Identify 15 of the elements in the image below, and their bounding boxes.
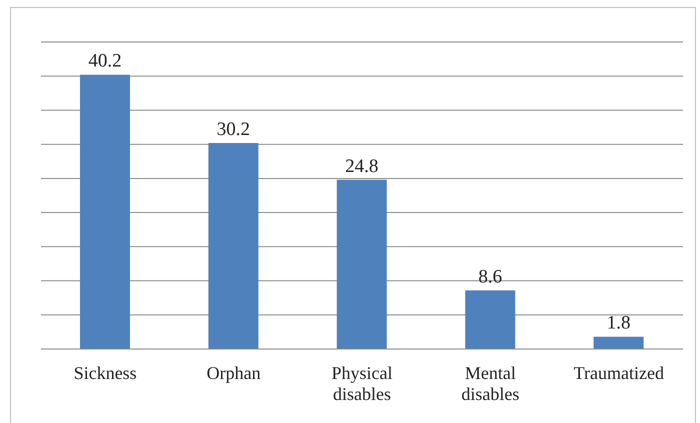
data-label: 1.8 — [606, 312, 630, 334]
bar — [465, 290, 516, 349]
x-tick-label: Orphan — [206, 363, 261, 383]
x-tick-label: Sickness — [74, 363, 137, 383]
bar — [80, 74, 130, 349]
x-tick-label: Traumatized — [574, 363, 664, 383]
x-tick-label: Physical disables — [332, 363, 392, 404]
data-label: 8.6 — [478, 266, 502, 288]
data-label: 24.8 — [345, 156, 378, 177]
data-label: 30.2 — [216, 118, 250, 140]
bar — [594, 336, 644, 349]
bar — [208, 142, 258, 349]
x-tick-label: Mental disables — [461, 363, 520, 404]
bar — [336, 180, 387, 349]
data-label: 40.2 — [88, 50, 122, 72]
